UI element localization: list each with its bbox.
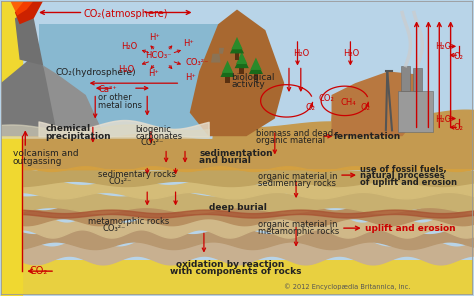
Polygon shape: [190, 9, 284, 136]
Text: organic material in: organic material in: [258, 172, 338, 181]
Text: biological: biological: [231, 73, 275, 82]
Polygon shape: [235, 54, 249, 68]
Text: oxidation by reaction: oxidation by reaction: [175, 260, 284, 269]
Text: organic material in: organic material in: [258, 220, 338, 229]
Text: metamorphic rocks: metamorphic rocks: [88, 217, 169, 226]
Text: H₂O: H₂O: [436, 42, 452, 51]
Text: CO₃²⁻: CO₃²⁻: [109, 177, 132, 186]
Polygon shape: [250, 57, 262, 70]
Text: and burial: and burial: [199, 156, 251, 165]
Polygon shape: [219, 48, 224, 54]
Polygon shape: [0, 260, 474, 295]
Text: sedimentary rocks: sedimentary rocks: [98, 170, 175, 179]
Text: H⁺: H⁺: [182, 39, 193, 48]
Polygon shape: [236, 52, 247, 64]
Text: biogenic: biogenic: [136, 125, 171, 134]
Polygon shape: [254, 73, 258, 80]
Text: H₂O: H₂O: [121, 42, 137, 51]
Bar: [401, 65, 410, 91]
Polygon shape: [230, 39, 244, 54]
Text: biomass and dead: biomass and dead: [256, 129, 333, 138]
Text: O₂: O₂: [454, 52, 463, 61]
Text: fermentation: fermentation: [334, 132, 401, 141]
Polygon shape: [235, 52, 239, 59]
Text: O₂: O₂: [306, 103, 315, 112]
Polygon shape: [239, 67, 244, 74]
Text: CO₃²⁻: CO₃²⁻: [102, 224, 126, 233]
Text: outgassing: outgassing: [12, 157, 62, 166]
Text: or other: or other: [98, 94, 131, 102]
Text: H⁺: H⁺: [185, 73, 196, 82]
Text: H₂O: H₂O: [436, 115, 452, 124]
Text: H⁺: H⁺: [150, 33, 160, 42]
Text: precipitation: precipitation: [46, 132, 111, 141]
Text: O₂: O₂: [454, 123, 463, 133]
Text: CH₄: CH₄: [340, 98, 356, 107]
Text: metamorphic rocks: metamorphic rocks: [258, 226, 339, 236]
Text: sedimentation: sedimentation: [199, 149, 273, 157]
Text: H₂O: H₂O: [118, 65, 134, 74]
Polygon shape: [222, 60, 233, 73]
Text: H⁺: H⁺: [148, 69, 159, 78]
Bar: [398, 91, 433, 132]
Text: activity: activity: [231, 80, 265, 89]
Polygon shape: [15, 1, 43, 24]
Bar: [413, 68, 422, 91]
Text: natural processes: natural processes: [360, 171, 445, 181]
Text: organic material: organic material: [256, 136, 325, 145]
Text: © 2012 Encyclopædia Britannica, Inc.: © 2012 Encyclopædia Britannica, Inc.: [284, 283, 410, 290]
Text: deep burial: deep burial: [209, 203, 266, 212]
Polygon shape: [225, 76, 230, 83]
Text: uplift and erosion: uplift and erosion: [365, 224, 455, 233]
Text: sedimentary rocks: sedimentary rocks: [258, 179, 336, 188]
Polygon shape: [15, 12, 43, 65]
Polygon shape: [231, 37, 243, 49]
Polygon shape: [249, 59, 263, 74]
Text: CO₂(hydrosphere): CO₂(hydrosphere): [55, 68, 136, 77]
Text: of uplift and erosion: of uplift and erosion: [360, 178, 457, 187]
Text: CO₃²⁻: CO₃²⁻: [185, 58, 209, 67]
Text: chemical: chemical: [46, 124, 91, 133]
Polygon shape: [0, 59, 67, 136]
Polygon shape: [10, 1, 34, 15]
Text: O₂: O₂: [361, 103, 371, 112]
Polygon shape: [211, 54, 220, 62]
Text: metal ions: metal ions: [98, 101, 142, 110]
Polygon shape: [43, 65, 105, 136]
Text: H₂O: H₂O: [343, 49, 360, 58]
Text: H₂O: H₂O: [293, 49, 309, 58]
Text: Ca²⁺: Ca²⁺: [99, 85, 118, 94]
Text: carbonates: carbonates: [136, 132, 182, 141]
Text: CO₂: CO₂: [318, 94, 334, 103]
Polygon shape: [38, 24, 237, 136]
Text: CO₂: CO₂: [29, 266, 47, 276]
Text: CO₂(atmosphere): CO₂(atmosphere): [83, 9, 168, 19]
Text: with components of rocks: with components of rocks: [170, 267, 301, 276]
Text: use of fossil fuels,: use of fossil fuels,: [360, 165, 447, 174]
Polygon shape: [331, 71, 417, 136]
Text: volcanism and: volcanism and: [12, 149, 78, 158]
Text: HCO₃⁻: HCO₃⁻: [145, 51, 171, 60]
Text: CO₃²⁻: CO₃²⁻: [140, 138, 164, 147]
Polygon shape: [220, 62, 235, 77]
